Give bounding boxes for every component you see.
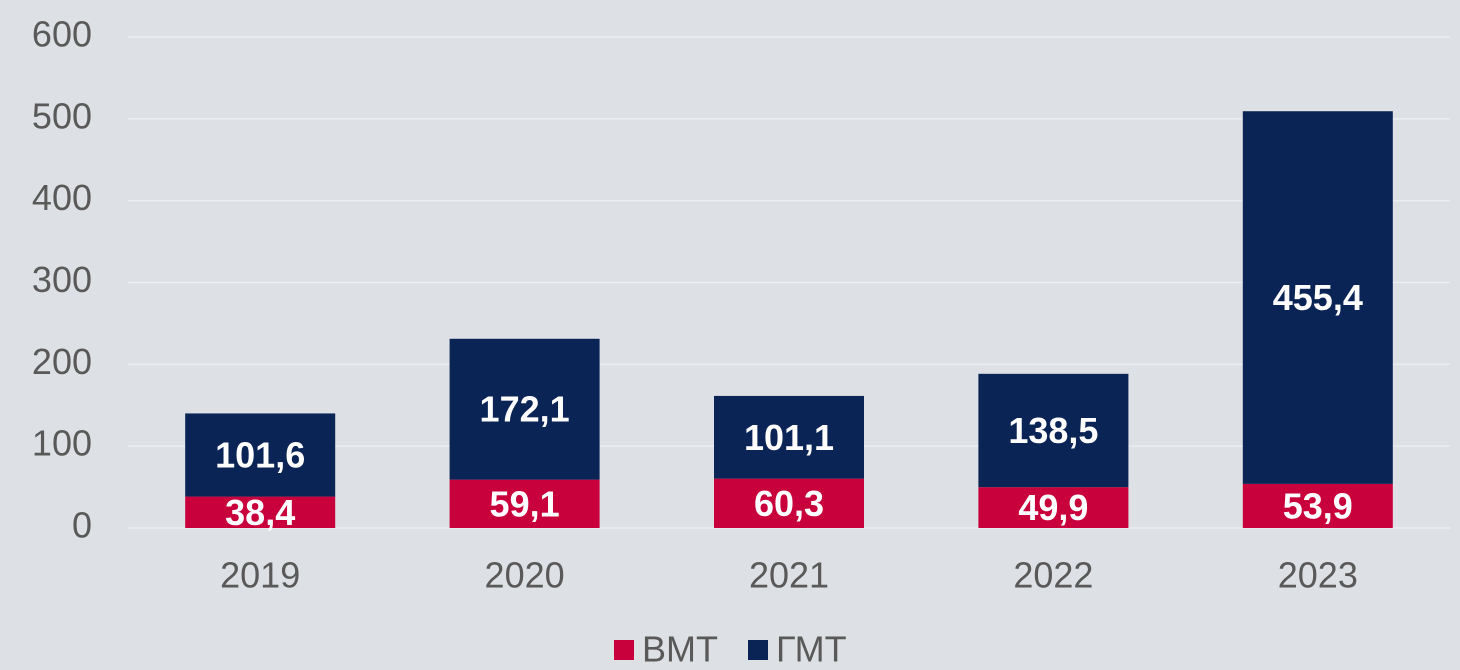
- bar-segment: [449, 338, 600, 480]
- legend-label: ВМТ: [642, 629, 718, 670]
- data-label: 60,3: [754, 483, 824, 524]
- bar-segment: [449, 479, 600, 528]
- data-label: 49,9: [1018, 487, 1088, 528]
- bar-segment: [1242, 483, 1393, 528]
- data-label: 455,4: [1273, 277, 1363, 318]
- legend-swatch: [748, 640, 768, 660]
- y-tick-label: 500: [32, 95, 92, 136]
- x-tick-label: 2021: [749, 555, 829, 596]
- bar-segment: [978, 487, 1129, 528]
- y-tick-label: 600: [32, 14, 92, 55]
- bar-segment: [185, 496, 336, 528]
- x-tick-label: 2019: [220, 555, 300, 596]
- bar-segment: [714, 395, 864, 479]
- data-label: 38,4: [225, 492, 295, 533]
- data-label: 53,9: [1283, 485, 1353, 526]
- y-tick-label: 200: [32, 341, 92, 382]
- y-tick-label: 0: [72, 505, 92, 546]
- data-label: 101,6: [215, 435, 305, 476]
- data-label: 138,5: [1008, 410, 1098, 451]
- x-tick-label: 2020: [485, 555, 565, 596]
- data-label: 172,1: [480, 389, 570, 430]
- bar-segment: [978, 373, 1129, 488]
- x-tick-label: 2022: [1013, 555, 1093, 596]
- bar-segment: [1242, 111, 1393, 484]
- bar-segment: [714, 478, 864, 528]
- data-label: 101,1: [744, 417, 834, 458]
- y-tick-label: 100: [32, 423, 92, 464]
- y-tick-label: 400: [32, 177, 92, 218]
- legend-swatch: [614, 640, 634, 660]
- y-tick-label: 300: [32, 259, 92, 300]
- legend-label: ГМТ: [776, 629, 847, 670]
- bar-segment: [185, 413, 336, 497]
- x-tick-label: 2023: [1278, 555, 1358, 596]
- data-label: 59,1: [490, 483, 560, 524]
